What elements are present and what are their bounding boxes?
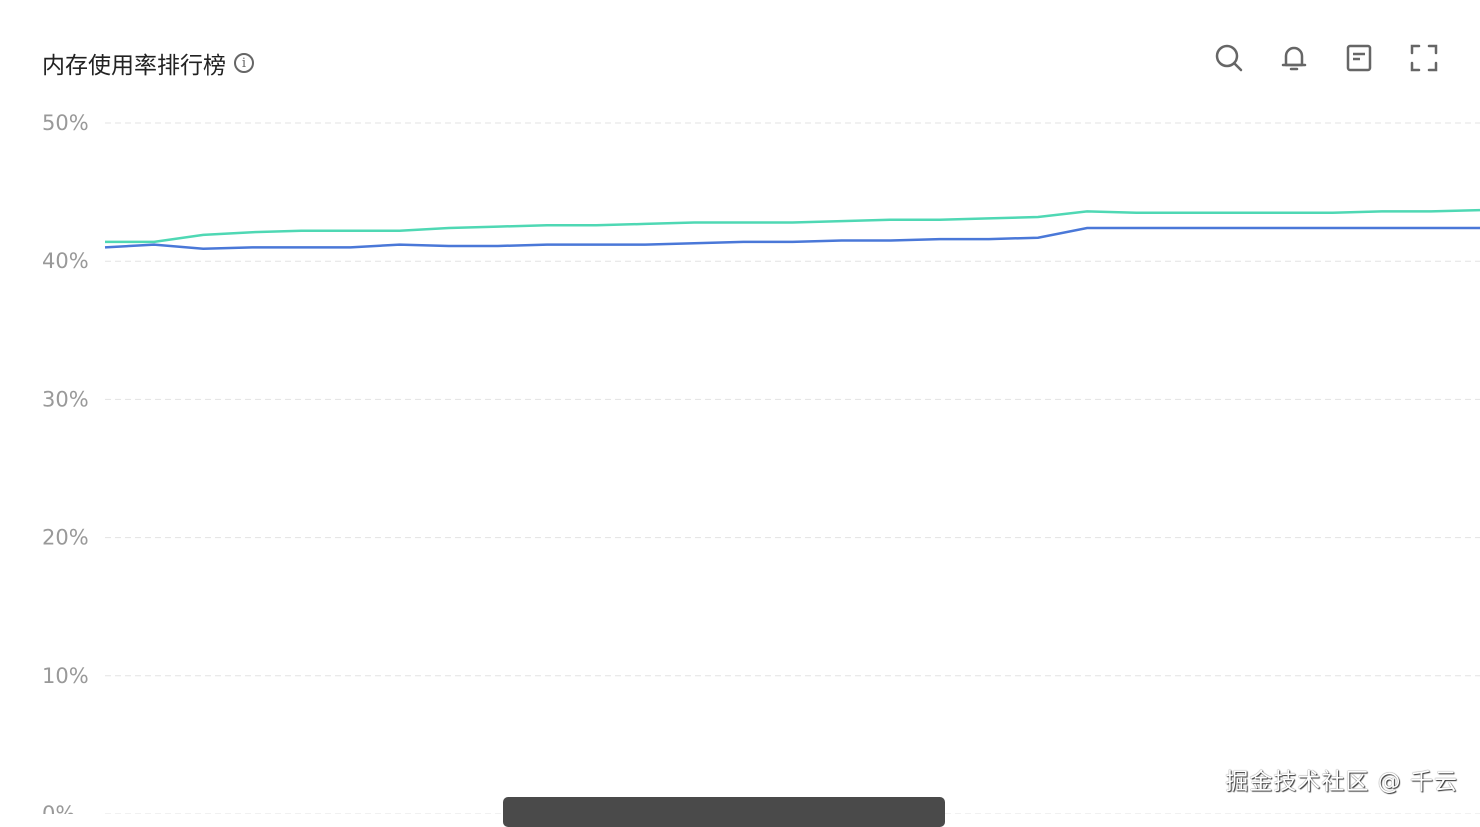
search-icon[interactable] [1213,42,1245,74]
chart-toolbar [1213,42,1440,74]
y-tick-label: 30% [42,387,89,411]
fullscreen-icon[interactable] [1408,42,1440,74]
y-tick-label: 40% [42,249,89,273]
y-tick-label: 0% [42,802,75,814]
bell-icon[interactable] [1278,42,1310,74]
y-tick-label: 50% [42,111,89,135]
bottom-toolbar[interactable] [503,797,945,827]
info-circle-icon[interactable]: i [234,53,254,73]
series-line-0[interactable] [105,208,1480,244]
y-tick-label: 10% [42,664,89,688]
series-line-1[interactable] [104,226,1480,251]
watermark: 掘金技术社区 @ 千云 [1225,769,1458,795]
document-icon[interactable] [1343,42,1375,74]
y-tick-label: 20% [42,526,89,550]
chart-header: 内存使用率排行榜 i [42,46,254,80]
page-title: 内存使用率排行榜 [42,53,226,79]
